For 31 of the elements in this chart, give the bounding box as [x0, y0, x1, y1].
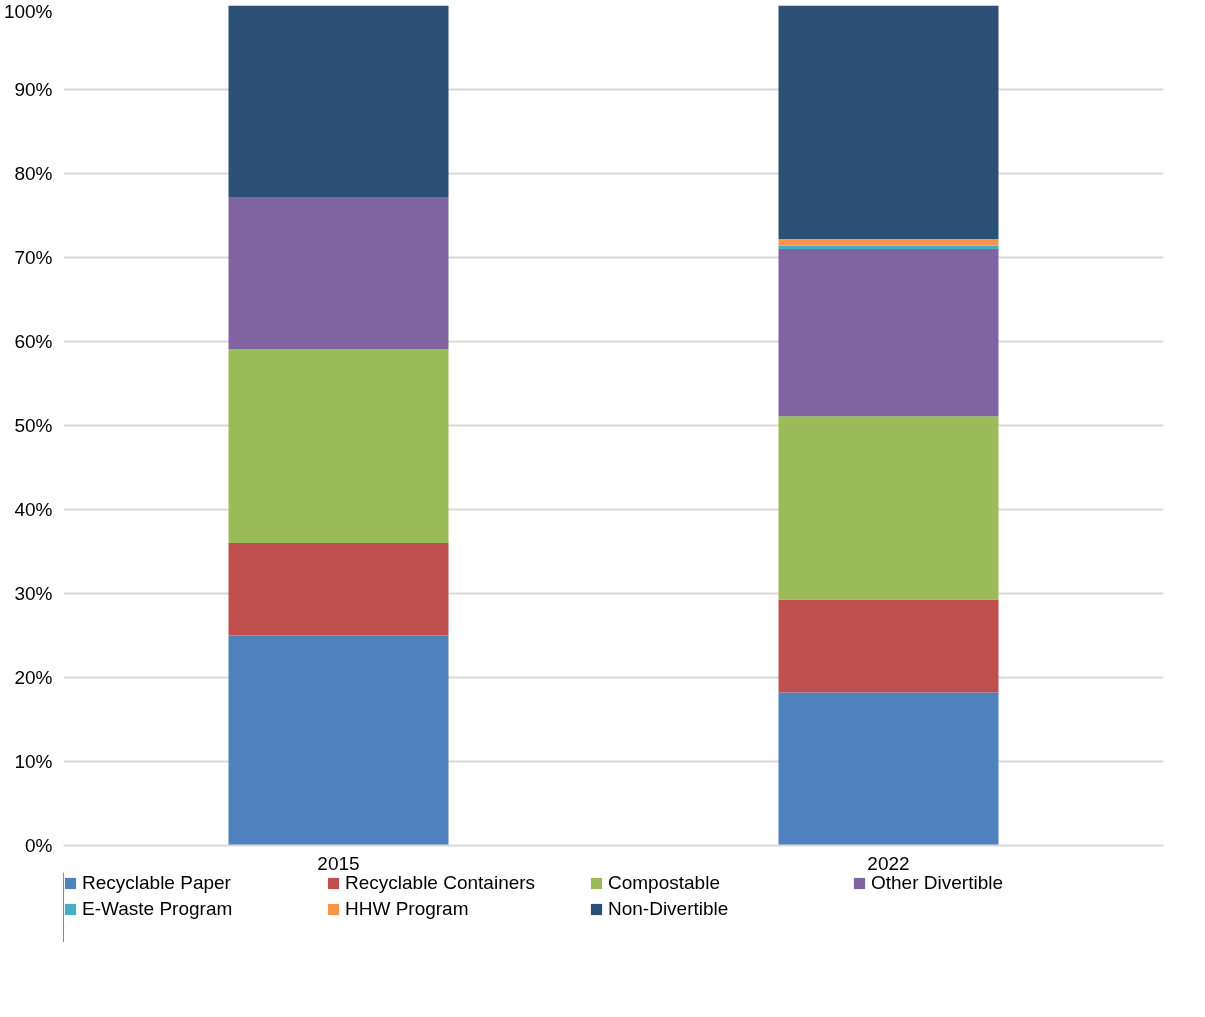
bar — [228, 349, 449, 544]
y-tick-label: 50% — [14, 415, 53, 436]
bar — [228, 5, 449, 198]
bar — [228, 543, 449, 636]
legend-label: HHW Program — [345, 898, 470, 920]
bar — [778, 416, 999, 600]
bar — [778, 249, 999, 417]
x-tick-label: 2015 — [317, 852, 360, 874]
legend-label: Recyclable Containers — [345, 872, 537, 894]
legend-label: Non-Divertible — [608, 898, 730, 920]
y-tick-label: 100% — [3, 0, 53, 22]
y-tick-label: 20% — [14, 667, 53, 688]
bar — [778, 5, 999, 240]
bar — [228, 635, 449, 846]
bar — [778, 599, 999, 693]
y-tick-label: 10% — [14, 751, 53, 772]
legend-label: Compostable — [608, 872, 721, 894]
x-tick-label: 2022 — [867, 852, 910, 874]
y-tick-label: 0% — [25, 835, 53, 856]
y-tick-label: 60% — [14, 331, 53, 352]
legend-label: Recyclable Paper — [82, 872, 232, 894]
y-tick-label: 40% — [14, 499, 53, 520]
y-tick-label: 30% — [14, 583, 53, 604]
y-tick-label: 70% — [14, 247, 53, 268]
y-tick-label: 80% — [14, 163, 53, 184]
y-tick-label: 90% — [14, 79, 53, 100]
bar — [228, 197, 449, 350]
bar — [778, 239, 999, 246]
legend-label: Other Divertible — [871, 872, 1004, 894]
bar — [778, 692, 999, 846]
legend-label: E-Waste Program — [82, 898, 234, 920]
